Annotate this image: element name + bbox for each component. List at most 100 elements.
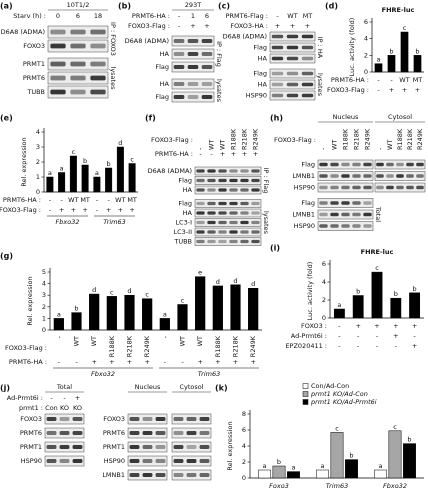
- band: [142, 417, 153, 421]
- bar: [142, 298, 153, 331]
- lane-label: R218K: [353, 128, 361, 150]
- blot-frame: [317, 159, 374, 170]
- blot-title: 293T: [185, 1, 201, 9]
- lane-label: R188K: [396, 128, 404, 150]
- group-label: Trim63: [198, 370, 221, 378]
- blot-frame: [47, 85, 109, 99]
- condition-label: +: [402, 86, 407, 94]
- bar: [352, 295, 364, 319]
- condition-label: -: [49, 196, 52, 204]
- band: [330, 174, 339, 178]
- band: [201, 65, 213, 69]
- blot-frame: [194, 176, 262, 185]
- band: [196, 201, 205, 206]
- condition-label: -: [164, 358, 167, 366]
- panel-label: (f): [145, 114, 156, 123]
- lane-label: KO: [60, 404, 69, 412]
- row-label: FOXO3-Flag :: [274, 136, 316, 144]
- y-tick-label: 0: [242, 474, 246, 482]
- significance-letter: a: [57, 310, 61, 318]
- bar: [159, 318, 170, 331]
- bar: [81, 164, 89, 193]
- lane-label: R218K: [241, 128, 249, 150]
- condition-label: +: [118, 206, 123, 214]
- band: [173, 473, 184, 477]
- band: [173, 82, 185, 86]
- bar: [53, 318, 64, 331]
- band: [187, 65, 199, 69]
- lane-label: 6: [76, 12, 80, 20]
- y-tick-label: 6: [322, 260, 326, 268]
- band: [319, 174, 328, 178]
- y-tick-label: 4: [364, 35, 368, 43]
- band: [376, 162, 384, 167]
- blot-title: Nucleus: [135, 383, 161, 391]
- lane-label: 1: [191, 12, 195, 20]
- band: [199, 445, 210, 449]
- band: [70, 61, 86, 67]
- condition-label: MT: [413, 76, 423, 84]
- band: [251, 239, 260, 244]
- condition-label: -: [338, 332, 341, 340]
- condition-label: +: [415, 86, 420, 94]
- band: [173, 445, 184, 449]
- band: [72, 459, 83, 463]
- y-tick-label: 6: [242, 426, 246, 434]
- lane-label: -: [178, 22, 181, 30]
- bar: [195, 276, 206, 331]
- group-label: lysates: [215, 79, 223, 103]
- blot-frame: [194, 199, 262, 208]
- band-label: D6A8 (ADMA): [125, 37, 169, 45]
- band-label: Flag: [253, 70, 267, 78]
- band: [229, 220, 238, 225]
- band: [72, 417, 83, 421]
- band: [363, 174, 372, 178]
- significance-letter: d: [233, 277, 237, 285]
- group-label: Trim63: [103, 218, 126, 226]
- condition-label: -: [357, 342, 360, 350]
- significance-letter: d: [127, 287, 131, 295]
- group-label: lysates: [109, 67, 117, 91]
- y-axis-label: Luc. activity (fold): [306, 262, 314, 321]
- condition-label: R249K: [143, 335, 151, 357]
- y-tick-label: 1: [36, 173, 40, 181]
- y-tick-label: 0: [322, 314, 326, 322]
- y-tick-label: 4: [36, 128, 40, 136]
- bar: [403, 443, 416, 479]
- condition-label: +: [393, 322, 398, 330]
- band-label: FOXO3: [23, 42, 45, 50]
- band: [207, 169, 216, 173]
- y-tick-label: 2: [364, 51, 368, 59]
- band-label: PRMT6: [103, 429, 125, 437]
- lane-label: WT: [219, 140, 227, 150]
- bar: [388, 430, 402, 479]
- band-label: PRMT6: [23, 74, 45, 82]
- legend-label: prmt1 KO/Ad-Con: [310, 390, 368, 398]
- band: [218, 239, 227, 244]
- significance-letter: c: [110, 288, 114, 296]
- band: [186, 459, 197, 463]
- band: [341, 224, 350, 228]
- bar: [413, 55, 422, 73]
- significance-letter: e: [198, 269, 202, 277]
- lane-label: R188K: [342, 128, 350, 150]
- y-tick-label: 2: [42, 303, 46, 311]
- y-tick-label: 0: [42, 326, 46, 334]
- band: [386, 162, 394, 167]
- bar: [316, 469, 329, 479]
- condition-label: WT: [179, 336, 187, 346]
- row-label: Ad-Prmt6i :: [7, 394, 43, 402]
- group-label: IP : FOXO3: [109, 22, 117, 56]
- significance-letter: b: [415, 47, 419, 55]
- band: [251, 169, 260, 173]
- row-label: EPZ020411 :: [285, 342, 327, 350]
- band: [301, 34, 314, 39]
- blot-title: Cytosol: [179, 383, 203, 391]
- band: [173, 39, 185, 43]
- condition-label: -: [96, 196, 99, 204]
- condition-label: -: [338, 342, 341, 350]
- lane-label: -: [199, 150, 202, 158]
- band: [352, 162, 361, 167]
- significance-letter: b: [349, 452, 353, 460]
